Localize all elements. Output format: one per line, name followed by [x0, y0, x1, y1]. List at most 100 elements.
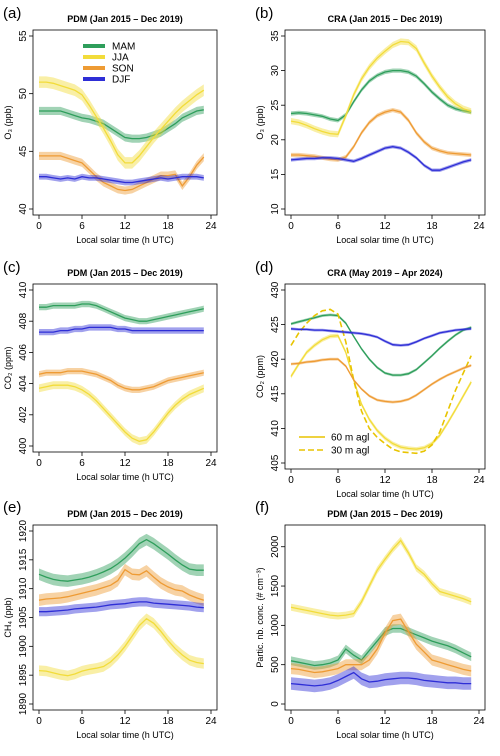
x-tick-label: 18 — [162, 458, 174, 469]
series-line-djf — [290, 146, 472, 171]
series-line-son — [38, 370, 204, 391]
panel-title: CRA (May 2019 – Apr 2024) — [327, 268, 442, 278]
y-axis-label: CH₄ (ppb) — [3, 597, 13, 637]
y-tick-label: 410 — [18, 281, 29, 298]
band-djf — [39, 597, 204, 617]
y-tick-label: 1910 — [18, 577, 29, 600]
x-tick-label: 18 — [426, 221, 438, 232]
y-axis-label: O₃ (ppb) — [3, 105, 13, 139]
x-tick-label: 18 — [426, 716, 438, 727]
y-tick-label: 1905 — [18, 606, 29, 629]
x-tick-label: 6 — [335, 221, 341, 232]
y-tick-label: 1900 — [18, 635, 29, 658]
series-line-son — [290, 618, 472, 674]
y-tick-label: 406 — [18, 344, 29, 361]
band-son — [39, 563, 204, 606]
x-axis-label: Local solar time (h UTC) — [76, 730, 174, 740]
panel-title: PDM (Jan 2015 – Dec 2019) — [67, 14, 183, 24]
series-line-djf — [290, 328, 472, 347]
y-tick-label: 25 — [270, 99, 281, 111]
panel-label: (b) — [255, 5, 273, 22]
y-tick-label: 40 — [18, 203, 29, 215]
x-axis-label: Local solar time (h UTC) — [336, 489, 434, 499]
legend: 60 m agl 30 m agl — [299, 433, 369, 457]
legend-entry: MAM — [112, 42, 135, 53]
y-tick-label: 1000 — [270, 614, 281, 637]
y-tick-label: 30 — [270, 65, 281, 77]
panel-a: (a) PDM (Jan 2015 – Dec 2019) 0 6 12 18 24 40 45… — [3, 5, 218, 245]
legend-entry: DJF — [112, 75, 130, 86]
y-tick-label: 1895 — [18, 664, 29, 687]
plot-frame — [284, 29, 486, 216]
panel-label: (e) — [3, 499, 21, 516]
x-tick-label: 24 — [473, 221, 485, 232]
panel-label: (f) — [255, 499, 269, 516]
series-line-jja — [38, 384, 205, 442]
series-line-mam — [38, 538, 204, 582]
series-line-jja — [290, 539, 472, 617]
y-tick-label: 500 — [270, 656, 281, 673]
x-axis-label: Local solar time (h UTC) — [336, 730, 434, 740]
panel-title: PDM (Jan 2015 – Dec 2019) — [67, 509, 183, 519]
series-line-jja — [38, 617, 204, 677]
series-line-mam — [39, 109, 204, 140]
series-line-jja — [290, 335, 472, 450]
band-djf — [291, 666, 472, 693]
x-tick-label: 0 — [36, 458, 42, 469]
panel-c: (c) PDM (Jan 2015 – Dec 2019) 0 6 12 18 24 400 4… — [3, 259, 218, 482]
x-tick-label: 18 — [162, 716, 174, 727]
series-line-djf — [290, 671, 472, 687]
x-tick-label: 24 — [473, 475, 485, 486]
x-tick-label: 6 — [79, 458, 85, 469]
band-mam — [291, 624, 472, 670]
y-tick-label: 55 — [18, 30, 29, 42]
x-tick-label: 18 — [162, 221, 174, 232]
x-tick-label: 12 — [379, 716, 391, 727]
panel-label: (d) — [255, 259, 273, 276]
band-mam — [39, 300, 204, 325]
panel-label: (a) — [3, 5, 21, 22]
x-tick-label: 12 — [119, 716, 131, 727]
x-tick-label: 12 — [379, 221, 391, 232]
panel-label: (c) — [3, 259, 21, 276]
y-tick-label: 45 — [18, 145, 29, 157]
y-tick-label: 1500 — [270, 574, 281, 597]
y-tick-label: 402 — [18, 406, 29, 423]
band-son — [291, 357, 472, 404]
series-line-son — [38, 568, 205, 601]
x-tick-label: 12 — [119, 221, 131, 232]
y-tick-label: 420 — [270, 350, 281, 367]
x-tick-label: 24 — [205, 458, 217, 469]
band-djf — [39, 324, 204, 336]
legend-entry: JJA — [112, 53, 129, 64]
series-line-mam — [290, 627, 472, 667]
y-tick-label: 50 — [18, 88, 29, 100]
x-tick-label: 0 — [288, 475, 294, 486]
panel-title: CRA (Jan 2015 – Dec 2019) — [328, 14, 443, 24]
series-line-mam — [290, 69, 472, 122]
panel-title: PDM (Jan 2015 – Dec 2019) — [67, 268, 183, 278]
y-tick-label: 15 — [270, 168, 281, 180]
panel-title: PDM (Jan 2015 – Dec 2019) — [327, 509, 443, 519]
legend-entry: 30 m agl — [331, 446, 369, 457]
y-tick-label: 404 — [18, 375, 29, 392]
series-line-djf — [39, 326, 204, 333]
y-tick-label: 405 — [270, 454, 281, 471]
y-tick-label: 400 — [18, 437, 29, 454]
y-tick-label: 1915 — [18, 548, 29, 571]
y-tick-label: 35 — [270, 30, 281, 42]
panel-d: (d) CRA (May 2019 – Apr 2024) 0 6 12 18 24 405 4… — [255, 259, 486, 499]
x-tick-label: 6 — [79, 221, 85, 232]
x-tick-label: 24 — [205, 716, 217, 727]
x-tick-label: 0 — [36, 221, 42, 232]
x-tick-label: 0 — [288, 716, 294, 727]
series-line-mam — [39, 303, 204, 322]
y-tick-label: 1920 — [18, 519, 29, 542]
y-axis-label: O₃ (ppb) — [255, 105, 265, 139]
y-tick-label: 20 — [270, 134, 281, 146]
x-tick-label: 0 — [36, 716, 42, 727]
panel-f: (f) PDM (Jan 2015 – Dec 2019) 0 6 12 18 24 0 500… — [255, 499, 486, 740]
y-tick-label: 2000 — [270, 535, 281, 558]
series-line-jja_line-dashed — [290, 308, 472, 455]
band-jja — [291, 536, 472, 620]
